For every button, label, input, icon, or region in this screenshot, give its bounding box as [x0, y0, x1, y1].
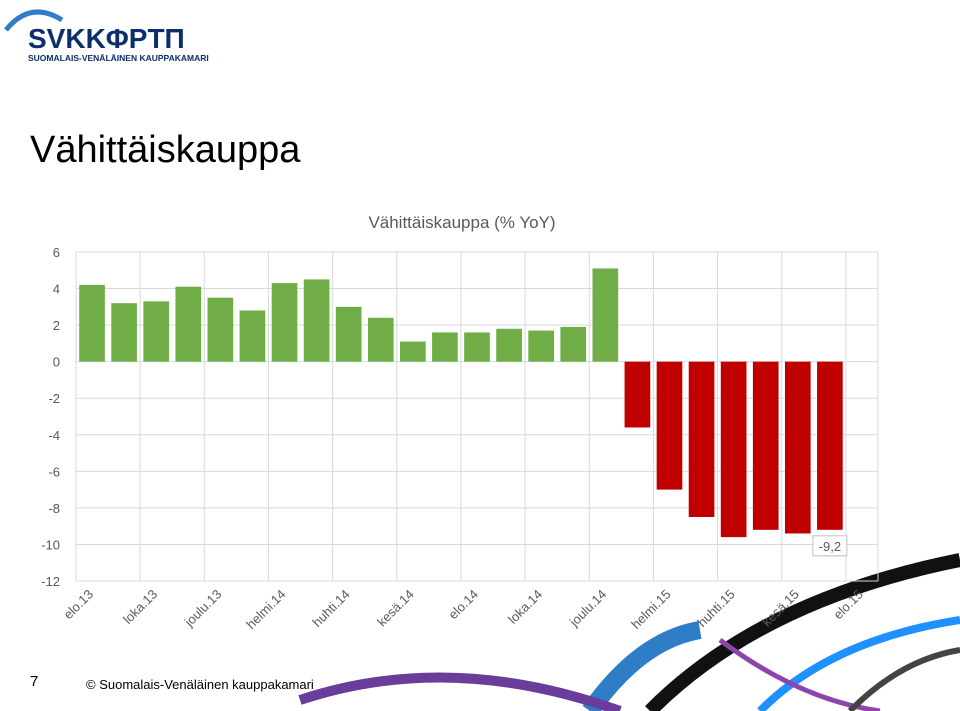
bar [271, 283, 298, 362]
bar [528, 330, 554, 362]
x-tick-label: loka.14 [505, 587, 545, 627]
y-tick-label: -4 [48, 428, 60, 443]
x-tick-label: helmi.14 [243, 587, 288, 632]
bar [400, 341, 426, 362]
y-tick-label: -10 [41, 537, 60, 552]
bar [752, 361, 779, 530]
y-tick-label: 0 [53, 355, 60, 370]
x-tick-label: helmi.15 [628, 587, 673, 632]
bar [560, 326, 587, 362]
plot: -12 -10 -8 -6 -4 -2 0 2 4 6 elo.13 loka.13 joulu.13 h… [41, 245, 879, 632]
bar [656, 361, 683, 490]
bar [817, 361, 843, 530]
x-tick-label: joulu.14 [566, 587, 610, 631]
bar [496, 328, 522, 362]
bar [464, 332, 490, 362]
logo: SVKKΦPTΠ [28, 23, 185, 54]
page-number: 7 [30, 673, 38, 690]
x-tick-label: loka.13 [120, 587, 160, 627]
value-label: -9,2 [819, 539, 841, 554]
y-tick-label: -12 [41, 574, 60, 589]
bar [239, 310, 266, 362]
x-tick-label: joulu.13 [181, 587, 225, 631]
bar [367, 317, 394, 362]
bar [335, 306, 362, 362]
bar [688, 361, 715, 518]
value-label-box [812, 535, 848, 557]
logo-swoosh [4, 9, 64, 32]
x-tick-label: elo.14 [445, 587, 481, 623]
org-name: SUOMALAIS-VENÄLÄINEN KAUPPAKAMARI [28, 53, 209, 63]
copyright: © Suomalais-Venäläinen kauppakamari [86, 677, 314, 692]
chart-title: Vähittäiskauppa (% YoY) [368, 213, 555, 232]
bar [624, 361, 651, 428]
y-tick-label: -2 [48, 391, 60, 406]
x-tick-label: elo.13 [60, 587, 96, 623]
bar [175, 286, 202, 362]
y-tick-label: -8 [48, 501, 60, 516]
bar [784, 361, 811, 534]
bar [720, 361, 747, 538]
bar [143, 301, 170, 362]
y-tick-label: 2 [53, 318, 60, 333]
bar [79, 284, 105, 362]
y-tick-label: 6 [53, 245, 60, 260]
x-tick-label: kesä.14 [374, 587, 417, 630]
x-tick-label: huhti.14 [309, 587, 352, 630]
x-tick-label: huhti.15 [694, 587, 737, 630]
y-tick-label: 4 [53, 282, 60, 297]
bar [207, 297, 234, 362]
bar [303, 279, 330, 362]
bar [592, 268, 619, 362]
bar [432, 332, 458, 362]
decoration [298, 553, 960, 711]
bar [111, 303, 137, 362]
slide-title: Vähittäiskauppa [30, 129, 301, 171]
y-tick-label: -6 [48, 464, 60, 479]
